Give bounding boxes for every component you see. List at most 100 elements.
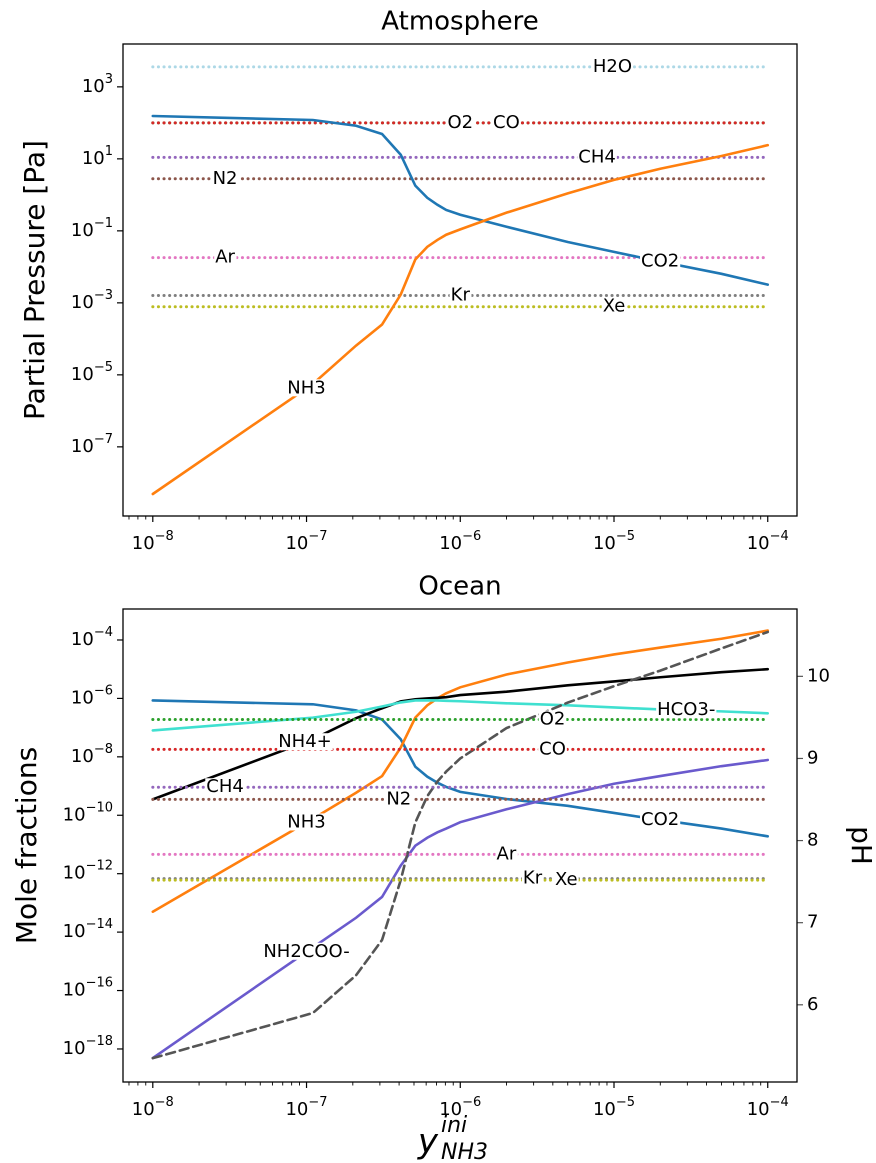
tick-base: 10 <box>82 148 105 169</box>
series-label-bg <box>262 942 351 960</box>
series-label: NH3 <box>287 377 325 398</box>
x-axis-label-sup: ini <box>441 1113 467 1138</box>
tick-base: 10 <box>71 746 94 767</box>
series-label-bg <box>640 810 681 828</box>
tick-exp: −6 <box>462 1095 481 1110</box>
y-axis-label: Partial Pressure [Pa] <box>18 140 51 420</box>
y2-tick-label: 6 <box>807 994 818 1015</box>
plot-frame <box>122 608 798 1083</box>
tick-exp: −16 <box>86 976 113 991</box>
series-label-bg <box>385 790 413 808</box>
tick-base: 10 <box>82 76 105 97</box>
tick-exp: −12 <box>86 859 113 874</box>
series-label: O2 <box>447 112 473 133</box>
tick-base: 10 <box>439 1099 462 1120</box>
tick-base: 10 <box>747 1099 770 1120</box>
series-label: O2 <box>540 708 566 729</box>
series-line <box>151 758 770 1060</box>
tick-base: 10 <box>71 436 94 457</box>
x-tick-label: 10−4 <box>747 1095 789 1120</box>
x-tick-label: 10−8 <box>132 1095 174 1120</box>
series-label: CO2 <box>641 809 679 830</box>
tick-exp: −6 <box>94 683 113 698</box>
tick-base: 10 <box>285 1099 308 1120</box>
series-label-bg <box>446 113 475 131</box>
tick-base: 10 <box>747 533 770 554</box>
x-tick-label: 10−5 <box>593 1095 635 1120</box>
y-tick-label: 10−5 <box>71 360 113 385</box>
x-tick-label: 10−6 <box>439 1095 481 1120</box>
x-axis-label-sub: NH3 <box>441 1140 488 1163</box>
tick-base: 10 <box>71 687 94 708</box>
x-tick-label: 10−8 <box>132 529 174 554</box>
tick-base: 10 <box>593 533 616 554</box>
series-label: Ar <box>215 247 235 268</box>
series-label-bg <box>286 379 327 397</box>
x-axis-label-base: y <box>417 1122 439 1162</box>
y-tick-label: 10−18 <box>63 1034 113 1059</box>
tick-base: 10 <box>63 980 86 1001</box>
tick-exp: −7 <box>308 1095 327 1110</box>
series-label-bg <box>538 740 567 758</box>
series-label-bg <box>205 778 245 796</box>
series-label: Kr <box>451 285 471 306</box>
series-label: N2 <box>386 788 411 809</box>
series-label-bg <box>591 57 634 75</box>
series-label-bg <box>554 871 579 889</box>
series-label: CH4 <box>206 776 244 797</box>
series-label-bg <box>277 733 333 751</box>
y-tick-label: 101 <box>82 144 113 169</box>
tick-exp: −5 <box>616 1095 635 1110</box>
tick-exp: −5 <box>94 360 113 375</box>
series-label-bg <box>577 148 617 166</box>
series-line <box>151 699 770 838</box>
series-label-bg <box>495 845 518 863</box>
tick-exp: −18 <box>86 1034 113 1049</box>
x-tick-label: 10−5 <box>593 529 635 554</box>
y-tick-label: 10−10 <box>63 800 113 825</box>
chart-title: Ocean <box>418 572 501 602</box>
series-line <box>151 629 770 913</box>
series-label-bg <box>656 701 717 719</box>
y2-tick-label: 9 <box>807 747 818 768</box>
y-tick-label: 10−14 <box>63 917 113 942</box>
y-tick-label: 10−3 <box>71 288 113 313</box>
plot-frame <box>122 43 798 517</box>
tick-base: 10 <box>63 804 86 825</box>
series-label: H2O <box>593 56 632 77</box>
tick-exp: −14 <box>86 917 113 932</box>
y2-axis-label: pH <box>845 826 876 865</box>
y2-tick-label: 7 <box>807 912 818 933</box>
tick-base: 10 <box>63 1038 86 1059</box>
tick-exp: −1 <box>94 216 113 231</box>
y-tick-label: 10−4 <box>71 625 113 650</box>
x-tick-label: 10−6 <box>439 529 481 554</box>
tick-base: 10 <box>285 533 308 554</box>
series-label-bg <box>214 248 237 266</box>
y-tick-label: 10−12 <box>63 859 113 884</box>
series-line <box>151 667 770 801</box>
series-label: N2 <box>213 168 238 189</box>
tick-exp: −10 <box>86 800 113 815</box>
series-label: CO <box>539 738 566 759</box>
series-label-bg <box>286 813 327 831</box>
y-tick-label: 10−16 <box>63 976 113 1001</box>
y-tick-label: 10−8 <box>71 742 113 767</box>
y-tick-label: 10−6 <box>71 683 113 708</box>
tick-exp: −8 <box>94 742 113 757</box>
series-line <box>151 114 770 286</box>
tick-exp: −7 <box>94 432 113 447</box>
x-tick-label: 10−7 <box>285 529 327 554</box>
series-label: CH4 <box>578 146 616 167</box>
y2-tick-label: 8 <box>807 830 818 851</box>
tick-base: 10 <box>71 292 94 313</box>
tick-base: 10 <box>63 921 86 942</box>
series-label-bg <box>538 710 567 728</box>
tick-exp: −8 <box>155 529 174 544</box>
tick-base: 10 <box>439 533 462 554</box>
tick-exp: −4 <box>770 529 789 544</box>
series-label: NH4+ <box>278 731 332 752</box>
series-label: Kr <box>523 868 543 889</box>
x-tick-label: 10−7 <box>285 1095 327 1120</box>
